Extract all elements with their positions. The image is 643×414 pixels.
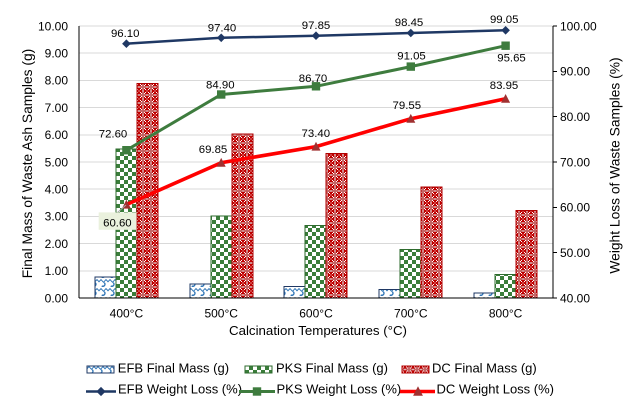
svg-text:4.00: 4.00 (45, 183, 69, 197)
svg-text:800°C: 800°C (489, 307, 523, 321)
svg-text:PKS Weight Loss (%): PKS Weight Loss (%) (277, 382, 402, 397)
svg-text:0.00: 0.00 (45, 291, 69, 305)
svg-text:5.00: 5.00 (45, 155, 69, 169)
svg-text:DC Weight Loss (%): DC Weight Loss (%) (437, 382, 555, 397)
svg-text:70.00: 70.00 (560, 155, 590, 169)
svg-text:83.95: 83.95 (490, 80, 519, 92)
svg-text:400°C: 400°C (110, 307, 144, 321)
svg-text:Calcination Temperatures (°C): Calcination Temperatures (°C) (229, 323, 407, 338)
svg-text:97.85: 97.85 (302, 20, 331, 32)
svg-text:8.00: 8.00 (45, 74, 69, 88)
svg-text:86.70: 86.70 (299, 73, 328, 85)
svg-text:72.60: 72.60 (99, 129, 128, 141)
svg-text:Final Mass of Waste Ash Sample: Final Mass of Waste Ash Samples (g) (20, 49, 35, 279)
svg-text:600°C: 600°C (299, 307, 333, 321)
svg-text:7.00: 7.00 (45, 101, 69, 115)
svg-text:3.00: 3.00 (45, 210, 69, 224)
svg-text:EFB Final Mass (g): EFB Final Mass (g) (118, 361, 229, 376)
svg-text:10.00: 10.00 (38, 19, 68, 33)
svg-text:91.05: 91.05 (397, 51, 426, 63)
svg-text:95.65: 95.65 (497, 52, 526, 64)
svg-text:500°C: 500°C (204, 307, 238, 321)
svg-text:97.40: 97.40 (208, 23, 237, 35)
svg-text:PKS Final Mass (g): PKS Final Mass (g) (276, 361, 388, 376)
svg-text:40.00: 40.00 (560, 291, 590, 305)
svg-text:1.00: 1.00 (45, 264, 69, 278)
svg-text:84.90: 84.90 (206, 80, 235, 92)
svg-text:73.40: 73.40 (302, 128, 331, 140)
svg-text:6.00: 6.00 (45, 128, 69, 142)
svg-text:100.00: 100.00 (560, 19, 597, 33)
svg-text:60.00: 60.00 (560, 201, 590, 215)
svg-text:DC Final Mass (g): DC Final Mass (g) (432, 361, 537, 376)
svg-text:60.60: 60.60 (103, 218, 132, 230)
svg-text:50.00: 50.00 (560, 246, 590, 260)
svg-text:99.05: 99.05 (490, 14, 519, 26)
svg-text:69.85: 69.85 (199, 144, 228, 156)
svg-text:2.00: 2.00 (45, 237, 69, 251)
svg-text:9.00: 9.00 (45, 47, 69, 61)
svg-text:EFB Weight Loss (%): EFB Weight Loss (%) (118, 382, 242, 397)
svg-text:98.45: 98.45 (395, 17, 424, 29)
svg-text:700°C: 700°C (394, 307, 428, 321)
svg-text:79.55: 79.55 (393, 100, 422, 112)
svg-text:80.00: 80.00 (560, 110, 590, 124)
svg-text:90.00: 90.00 (560, 65, 590, 79)
svg-text:96.10: 96.10 (111, 28, 140, 40)
svg-text:Weight Loss of Waste Samples (: Weight Loss of Waste Samples (%) (608, 57, 623, 273)
